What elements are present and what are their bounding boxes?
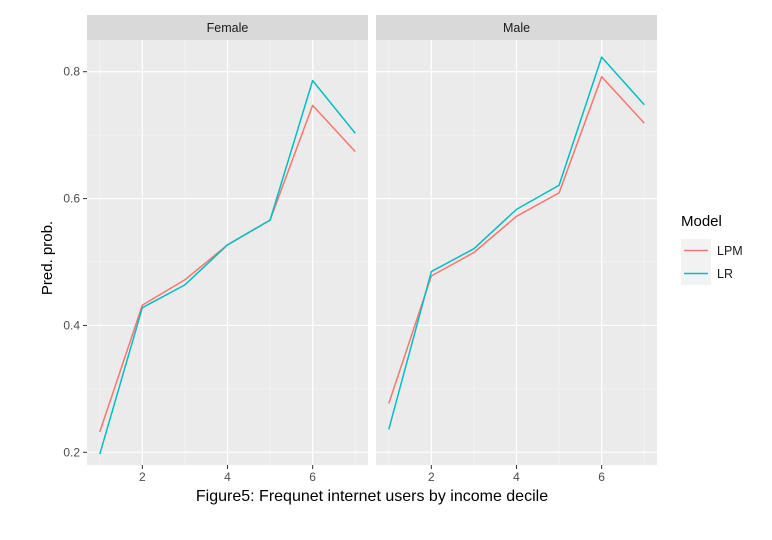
- series-line-lr-male: [388, 56, 645, 430]
- series-line-lr-female: [99, 79, 356, 455]
- x-tick-label: 6: [309, 470, 316, 484]
- facet-strip-label: Male: [503, 21, 530, 35]
- x-tick-label: 2: [139, 470, 146, 484]
- panel-female: Female: [87, 15, 368, 465]
- chart-panels: Female Male: [87, 15, 657, 465]
- legend-label-lpm: LPM: [717, 244, 743, 258]
- legend-label-lr: LR: [717, 267, 733, 281]
- x-tick-label: 4: [224, 470, 231, 484]
- legend-title: Model: [681, 213, 722, 230]
- x-tick-label: 6: [598, 470, 605, 484]
- legend: Model LPM LR: [681, 213, 743, 285]
- y-tick-label: 0.6: [63, 192, 80, 206]
- facet-strip-label: Female: [207, 21, 249, 35]
- x-tick-label: 4: [513, 470, 520, 484]
- y-tick-label: 0.8: [63, 65, 80, 79]
- x-axis: 2 4 6 2 4 6: [139, 465, 605, 484]
- figure-caption: Figure5: Frequnet internet users by inco…: [196, 488, 548, 505]
- y-tick-label: 0.2: [63, 445, 80, 459]
- panel-male: Male: [376, 15, 657, 465]
- y-axis-title: Pred. prob.: [39, 221, 56, 295]
- facet-strip: [87, 15, 368, 40]
- y-axis: 0.2 0.4 0.6 0.8: [63, 65, 87, 459]
- facet-strip: [376, 15, 657, 40]
- series-line-lpm-male: [388, 76, 645, 404]
- y-tick-label: 0.4: [63, 318, 80, 332]
- x-tick-label: 2: [428, 470, 435, 484]
